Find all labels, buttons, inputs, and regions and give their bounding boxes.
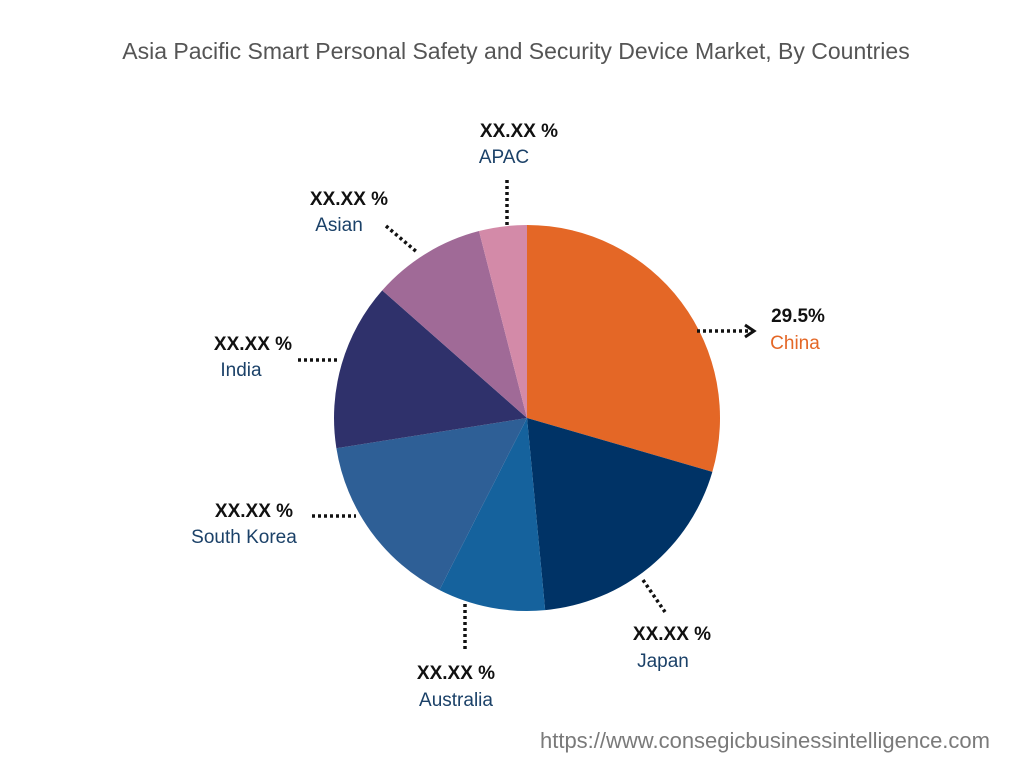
category-label-china: China xyxy=(770,333,820,354)
slice-india xyxy=(334,290,527,449)
chart-title: Asia Pacific Smart Personal Safety and S… xyxy=(122,38,909,64)
value-label-asian: XX.XX % xyxy=(310,189,388,210)
pie-slices xyxy=(334,225,721,611)
leader-japan xyxy=(641,579,667,613)
leader-asian xyxy=(384,224,420,255)
category-label-asian: Asian xyxy=(315,215,363,236)
arrowhead-china xyxy=(744,323,757,339)
source-url[interactable]: https://www.consegicbusinessintelligence… xyxy=(540,728,990,753)
value-label-apac: XX.XX % xyxy=(480,121,558,142)
slice-japan xyxy=(527,418,713,611)
value-label-australia: XX.XX % xyxy=(417,663,495,684)
category-label-india: India xyxy=(220,360,262,381)
value-label-india: XX.XX % xyxy=(214,334,292,355)
category-label-apac: APAC xyxy=(479,147,529,168)
slice-apac xyxy=(479,225,527,418)
slice-australia xyxy=(439,418,546,611)
slice-asian xyxy=(382,231,527,418)
value-label-china: 29.5% xyxy=(771,306,825,327)
slice-china xyxy=(527,225,721,472)
value-label-japan: XX.XX % xyxy=(633,624,711,645)
category-label-australia: Australia xyxy=(419,690,493,711)
slice-south-korea xyxy=(336,418,527,590)
leader-lines xyxy=(298,180,757,650)
slice-labels: 29.5% China XX.XX % Japan XX.XX % Australia XX… xyxy=(191,121,825,711)
category-label-south-korea: South Korea xyxy=(191,527,297,548)
value-label-south-korea: XX.XX % xyxy=(215,501,293,522)
category-label-japan: Japan xyxy=(637,651,689,672)
